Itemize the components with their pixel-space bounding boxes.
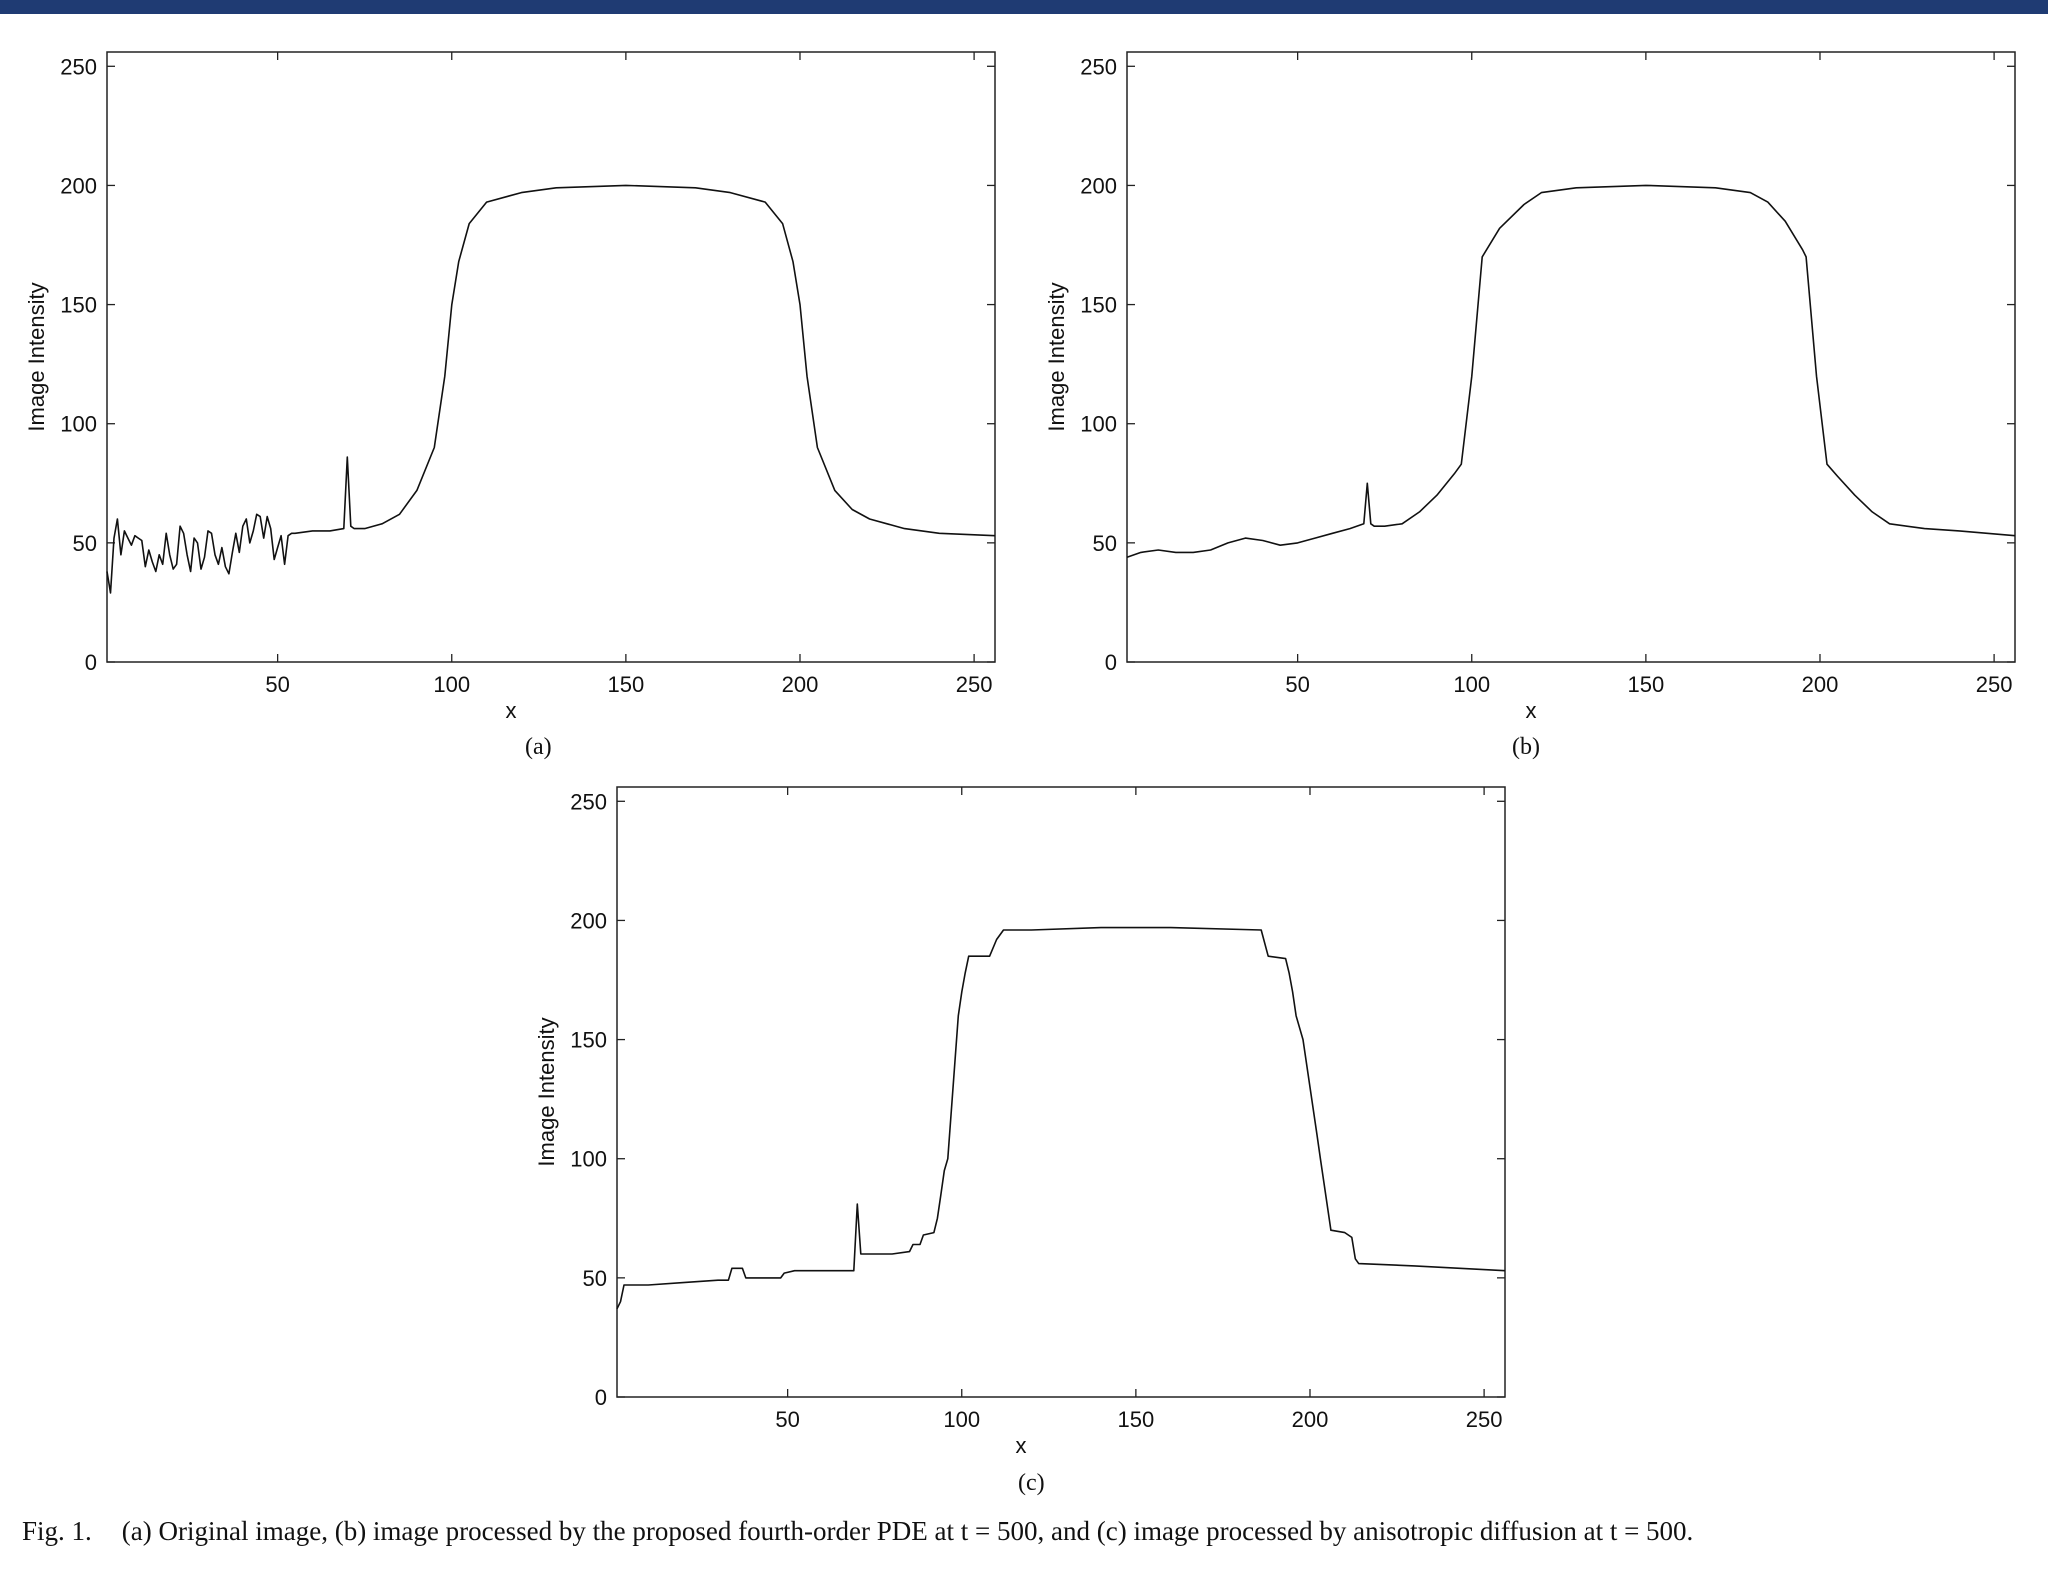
- x-axis-label: x: [506, 698, 517, 723]
- series-line: [1126, 184, 2016, 558]
- y-tick-label: 0: [1105, 650, 1117, 675]
- plot-frame: [1126, 51, 2016, 663]
- x-tick-label: 250: [1466, 1407, 1503, 1432]
- x-tick-label: 100: [943, 1407, 980, 1432]
- y-tick-label: 250: [60, 54, 97, 79]
- y-tick-label: 0: [595, 1385, 607, 1410]
- x-tick-label: 50: [265, 672, 289, 697]
- y-tick-label: 100: [60, 412, 97, 437]
- subfigure-label-c: (c): [1018, 1470, 1045, 1496]
- subfigure-label-a: (a): [525, 734, 552, 760]
- y-tick-label: 200: [60, 173, 97, 198]
- y-tick-label: 150: [1080, 293, 1117, 318]
- x-tick-label: 200: [1292, 1407, 1329, 1432]
- x-axis-label: x: [1016, 1433, 1027, 1458]
- plot-frame: [616, 786, 1506, 1398]
- y-tick-label: 50: [73, 531, 97, 556]
- top-accent-bar: [0, 0, 2048, 14]
- chart-panel-c: 50 100 150 200 250 0 50 100 150 200 250 x Image Inte…: [510, 765, 1520, 1495]
- x-tick-label: 250: [956, 672, 993, 697]
- y-axis-label: Image Intensity: [534, 1017, 559, 1166]
- chart-panel-a: 50 100 150 200 250 0 50 100 150 200 250 x Image Inte…: [0, 30, 1010, 760]
- figure-caption-text: (a) Original image, (b) image processed …: [121, 1516, 1694, 1546]
- figure-caption-tag: Fig. 1.: [22, 1516, 92, 1546]
- y-tick-label: 0: [85, 650, 97, 675]
- x-tick-label: 150: [1628, 672, 1665, 697]
- y-axis-label: Image Intensity: [1044, 282, 1069, 431]
- x-tick-label: 50: [1285, 672, 1309, 697]
- chart-c: 50 100 150 200 250 0 50 100 150 200 250 x Image Inte…: [534, 786, 1506, 1458]
- x-tick-label: 150: [608, 672, 645, 697]
- x-tick-label: 200: [1802, 672, 1839, 697]
- figure-caption: Fig. 1. (a) Original image, (b) image pro…: [22, 1516, 2032, 1547]
- y-tick-label: 200: [1080, 173, 1117, 198]
- x-tick-label: 200: [782, 672, 819, 697]
- x-axis-label: x: [1526, 698, 1537, 723]
- series-line: [106, 184, 996, 594]
- y-tick-label: 150: [570, 1028, 607, 1053]
- chart-b: 50 100 150 200 250 0 50 100 150 200 250 x Image Inte…: [1044, 51, 2016, 723]
- series-line: [616, 926, 1506, 1310]
- x-tick-label: 50: [775, 1407, 799, 1432]
- y-tick-label: 250: [1080, 54, 1117, 79]
- y-tick-label: 100: [1080, 412, 1117, 437]
- x-tick-label: 100: [1453, 672, 1490, 697]
- x-tick-label: 100: [433, 672, 470, 697]
- y-tick-label: 50: [1093, 531, 1117, 556]
- chart-panel-b: 50 100 150 200 250 0 50 100 150 200 250 x Image Inte…: [1020, 30, 2030, 760]
- chart-a: 50 100 150 200 250 0 50 100 150 200 250 x Image Inte…: [24, 51, 996, 723]
- y-tick-label: 50: [583, 1266, 607, 1291]
- y-axis-label: Image Intensity: [24, 282, 49, 431]
- y-tick-label: 100: [570, 1147, 607, 1172]
- x-tick-label: 150: [1118, 1407, 1155, 1432]
- x-tick-label: 250: [1976, 672, 2013, 697]
- y-tick-label: 150: [60, 293, 97, 318]
- y-tick-label: 200: [570, 908, 607, 933]
- subfigure-label-b: (b): [1512, 734, 1540, 760]
- plot-frame: [106, 51, 996, 663]
- y-tick-label: 250: [570, 789, 607, 814]
